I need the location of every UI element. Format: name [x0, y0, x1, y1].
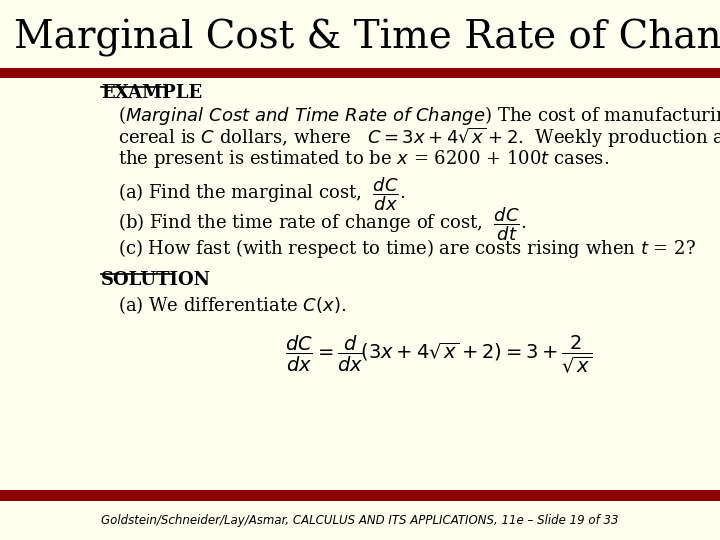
Text: cereal is $C$ dollars, where   $C = 3x + 4\sqrt{x} + 2$.  Weekly production at $: cereal is $C$ dollars, where $C = 3x + 4… [118, 126, 720, 151]
Text: $\dfrac{dC}{dx} = \dfrac{d}{dx}\!\left(3x + 4\sqrt{x} + 2\right) = 3 + \dfrac{2}: $\dfrac{dC}{dx} = \dfrac{d}{dx}\!\left(3… [285, 333, 593, 375]
Text: ($\it{Marginal\ Cost\ and\ Time\ Rate\ of\ Change}$) The cost of manufacturing $: ($\it{Marginal\ Cost\ and\ Time\ Rate\ o… [118, 104, 720, 127]
Text: EXAMPLE: EXAMPLE [101, 84, 202, 102]
Text: SOLUTION: SOLUTION [101, 271, 211, 288]
Text: Goldstein/Schneider/Lay/Asmar, CALCULUS AND ITS APPLICATIONS, 11e – Slide 19 of : Goldstein/Schneider/Lay/Asmar, CALCULUS … [102, 514, 618, 527]
Text: (a) We differentiate $C(x)$.: (a) We differentiate $C(x)$. [118, 294, 346, 316]
Text: the present is estimated to be $x$ = 6200 + 100$t$ cases.: the present is estimated to be $x$ = 620… [118, 148, 609, 171]
Text: (b) Find the time rate of change of cost,  $\dfrac{dC}{dt}$.: (b) Find the time rate of change of cost… [118, 205, 526, 243]
Text: Marginal Cost & Time Rate of Change: Marginal Cost & Time Rate of Change [14, 19, 720, 57]
Text: (c) How fast (with respect to time) are costs rising when $t$ = 2?: (c) How fast (with respect to time) are … [118, 238, 696, 260]
Text: (a) Find the marginal cost,  $\dfrac{dC}{dx}$.: (a) Find the marginal cost, $\dfrac{dC}{… [118, 175, 405, 213]
